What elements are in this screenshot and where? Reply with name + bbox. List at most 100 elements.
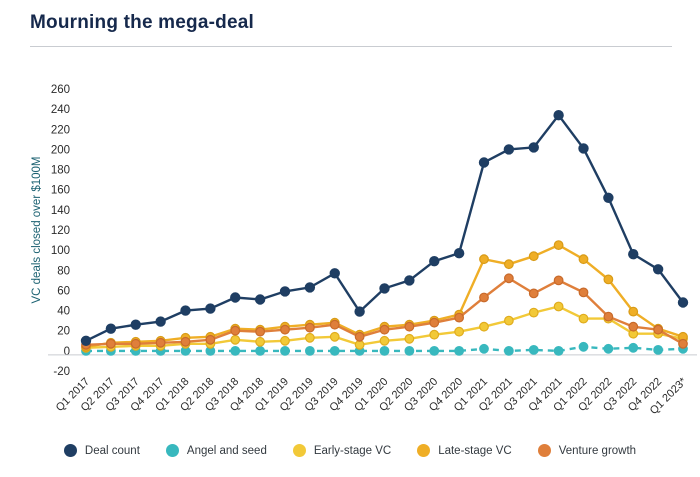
data-point bbox=[280, 335, 290, 346]
data-point bbox=[329, 346, 340, 356]
data-point bbox=[503, 144, 515, 155]
data-point bbox=[454, 346, 465, 356]
data-point bbox=[255, 326, 266, 337]
data-point bbox=[230, 334, 241, 345]
legend-item-late-stage-vc: Late-stage VC bbox=[417, 444, 512, 457]
y-tick-label: 200 bbox=[51, 144, 70, 156]
data-point bbox=[479, 254, 489, 265]
data-point bbox=[528, 142, 539, 153]
y-tick-label: 40 bbox=[57, 306, 70, 318]
data-point bbox=[404, 346, 415, 356]
y-tick-label: 260 bbox=[51, 84, 70, 96]
data-point bbox=[478, 157, 490, 168]
data-point bbox=[230, 292, 241, 303]
legend-dot bbox=[417, 444, 431, 457]
y-tick-label: 160 bbox=[51, 185, 70, 197]
title-divider bbox=[30, 46, 672, 47]
data-point bbox=[653, 324, 664, 335]
data-point bbox=[379, 283, 390, 294]
data-point bbox=[304, 322, 315, 333]
data-point bbox=[578, 287, 589, 298]
data-point bbox=[603, 192, 614, 203]
data-point bbox=[503, 346, 514, 356]
legend-item-early-stage-vc: Early-stage VC bbox=[292, 444, 392, 457]
data-point bbox=[528, 251, 539, 262]
legend-item-venture-growth: Venture growth bbox=[537, 444, 636, 457]
data-point bbox=[105, 338, 116, 349]
data-point bbox=[354, 339, 365, 350]
data-point bbox=[628, 321, 639, 332]
y-tick-label: 220 bbox=[51, 124, 70, 136]
data-point bbox=[528, 307, 539, 318]
data-point bbox=[429, 256, 440, 267]
data-point bbox=[553, 109, 564, 121]
data-point bbox=[503, 259, 514, 270]
data-point bbox=[454, 326, 465, 337]
data-point bbox=[379, 335, 390, 346]
data-point bbox=[404, 333, 415, 344]
data-point bbox=[603, 343, 614, 354]
data-point bbox=[280, 346, 290, 356]
data-point bbox=[280, 324, 290, 335]
data-point bbox=[603, 311, 614, 322]
data-point bbox=[404, 321, 415, 332]
legend-label: Angel and seed bbox=[186, 444, 267, 457]
data-point bbox=[304, 346, 315, 356]
data-point bbox=[628, 306, 639, 317]
data-point bbox=[453, 247, 465, 259]
y-tick-label: 80 bbox=[57, 265, 70, 277]
data-point bbox=[230, 346, 241, 356]
data-point bbox=[553, 275, 564, 286]
series-line-deal-count bbox=[85, 113, 684, 342]
legend-label: Early-stage VC bbox=[313, 444, 392, 457]
data-point bbox=[429, 329, 440, 340]
legend-dot bbox=[537, 444, 551, 457]
legend-dot bbox=[63, 444, 77, 457]
legend-label: Deal count bbox=[84, 444, 140, 457]
data-point bbox=[677, 297, 689, 308]
data-point bbox=[379, 324, 390, 335]
legend-dot bbox=[165, 444, 179, 457]
data-point bbox=[479, 343, 489, 354]
data-point bbox=[180, 305, 191, 316]
y-tick-label: 240 bbox=[51, 104, 70, 116]
data-point bbox=[678, 338, 688, 349]
mega-deal-line-chart: 260240220200180160140120100806040200-20V… bbox=[31, 84, 697, 417]
data-point bbox=[304, 332, 315, 343]
data-point bbox=[404, 275, 415, 286]
y-tick-label: 120 bbox=[51, 225, 70, 237]
data-point bbox=[578, 313, 589, 324]
data-point bbox=[429, 317, 440, 328]
data-point bbox=[578, 341, 589, 352]
data-point bbox=[105, 323, 117, 334]
data-point bbox=[329, 319, 340, 330]
y-tick-label: 60 bbox=[57, 285, 70, 297]
y-tick-label: 180 bbox=[51, 165, 70, 177]
data-point bbox=[553, 301, 564, 312]
data-point bbox=[379, 346, 390, 356]
data-point bbox=[254, 294, 266, 305]
data-point bbox=[628, 342, 639, 353]
legend-label: Late-stage VC bbox=[438, 444, 512, 457]
data-point bbox=[652, 264, 664, 275]
legend-dot bbox=[292, 444, 306, 457]
data-point bbox=[479, 292, 489, 303]
data-point bbox=[329, 268, 340, 279]
page-title: Mourning the mega-deal bbox=[30, 12, 254, 33]
y-tick-label: 140 bbox=[51, 205, 70, 217]
data-point bbox=[553, 346, 564, 356]
data-point bbox=[528, 345, 539, 355]
data-point bbox=[180, 336, 191, 347]
legend-item-deal-count: Deal count bbox=[63, 444, 140, 457]
data-point bbox=[80, 335, 92, 346]
data-point bbox=[578, 143, 589, 154]
data-point bbox=[553, 240, 564, 251]
data-point bbox=[205, 334, 216, 345]
data-point bbox=[454, 312, 465, 323]
data-point bbox=[479, 321, 489, 332]
data-point bbox=[429, 346, 440, 356]
data-point bbox=[155, 337, 166, 348]
data-point bbox=[578, 254, 589, 265]
data-point bbox=[653, 345, 664, 355]
